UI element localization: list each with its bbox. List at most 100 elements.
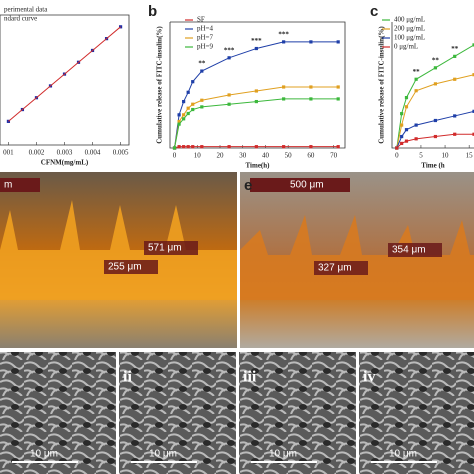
data-point xyxy=(191,107,195,112)
legend-label: 200 μg/mL xyxy=(394,25,425,33)
data-point xyxy=(254,46,258,51)
data-point xyxy=(254,145,258,149)
data-point xyxy=(414,123,418,127)
data-point xyxy=(182,113,186,117)
data-point xyxy=(227,93,231,97)
x-tick-label: 30 xyxy=(239,152,247,160)
x-tick-label: 40 xyxy=(262,152,270,160)
data-point xyxy=(404,96,409,100)
data-point xyxy=(309,145,313,149)
x-tick-label: 70 xyxy=(330,152,338,160)
measurement: 327 μm xyxy=(318,263,352,274)
data-point xyxy=(472,109,474,113)
y-axis-label: Cumulative release of FITC-insulin(%) xyxy=(156,26,164,144)
measurement-box xyxy=(388,243,442,257)
data-point xyxy=(336,97,340,101)
measurement: 255 μm xyxy=(108,262,142,273)
data-point xyxy=(433,134,438,139)
series-line xyxy=(396,110,474,149)
legend-label: pH=9 xyxy=(197,43,214,51)
data-point xyxy=(395,146,399,150)
data-point xyxy=(191,80,195,84)
scale-bar: 10 μm xyxy=(269,449,297,460)
data-point xyxy=(191,102,195,106)
x-tick-label: 0.003 xyxy=(57,149,73,157)
data-point xyxy=(200,98,204,102)
data-point xyxy=(186,111,190,116)
data-point xyxy=(200,105,204,109)
data-point xyxy=(177,145,181,149)
data-point xyxy=(309,97,313,101)
data-point xyxy=(400,141,404,146)
x-tick-label: 50 xyxy=(285,152,293,160)
legend-label: pH=4 xyxy=(197,25,214,33)
legend-label: pH=7 xyxy=(197,34,214,42)
data-point xyxy=(433,82,438,86)
data-point xyxy=(227,56,231,60)
significance: *** xyxy=(278,31,289,39)
legend-label: 100 μg/mL xyxy=(394,34,425,42)
data-point xyxy=(472,43,474,47)
measurement: 571 μm xyxy=(148,243,182,254)
panel-label: c xyxy=(370,3,378,20)
x-tick-label: 0.002 xyxy=(29,149,45,157)
sem-image xyxy=(239,352,356,474)
legend-label: perimental data xyxy=(4,6,48,14)
scale-bar: 10 μm xyxy=(149,449,177,460)
sem-label: ii xyxy=(123,369,132,386)
data-point xyxy=(282,40,286,44)
data-point xyxy=(191,145,195,149)
scale-bar: 500 μm xyxy=(290,180,324,191)
sem-image xyxy=(359,352,474,474)
data-point xyxy=(453,54,457,58)
x-tick-label: 15 xyxy=(466,152,474,160)
data-point xyxy=(400,112,404,116)
data-point xyxy=(453,77,457,81)
data-point xyxy=(177,119,181,124)
scale-bar-box xyxy=(250,178,350,192)
y-axis-label: Cumulative release of FITC-insulin(%) xyxy=(378,26,386,144)
data-point xyxy=(400,134,404,139)
data-point xyxy=(453,114,457,118)
data-point xyxy=(227,145,231,149)
significance: ** xyxy=(451,45,459,53)
x-axis-label: CFNM(mg/mL) xyxy=(41,159,89,167)
legend-label: SF xyxy=(197,16,205,24)
data-point xyxy=(186,145,190,149)
panel-label: b xyxy=(148,3,157,20)
measurement-box xyxy=(104,260,158,274)
data-point xyxy=(414,89,418,93)
data-point xyxy=(186,90,190,94)
x-tick-label: 20 xyxy=(217,152,225,160)
significance: ** xyxy=(413,68,421,76)
series-line xyxy=(8,26,121,122)
significance: ** xyxy=(432,56,440,64)
data-point xyxy=(433,66,438,70)
x-tick-label: 0 xyxy=(173,152,177,160)
data-point xyxy=(177,113,181,117)
scale-bar-box xyxy=(0,178,40,192)
data-point xyxy=(414,137,418,141)
significance: *** xyxy=(251,37,262,45)
microneedles xyxy=(0,200,237,300)
sem-image xyxy=(0,352,116,474)
series-line xyxy=(174,98,339,149)
sem-label: iv xyxy=(363,369,375,386)
data-point xyxy=(400,123,404,127)
data-point xyxy=(336,145,340,149)
data-point xyxy=(227,102,231,106)
x-tick-label: 10 xyxy=(442,152,450,160)
legend-label: 400 μg/mL xyxy=(394,16,425,24)
data-point xyxy=(309,85,313,89)
data-point xyxy=(404,105,409,109)
x-tick-label: 5 xyxy=(419,152,423,160)
data-point xyxy=(254,99,258,104)
significance: *** xyxy=(224,46,235,54)
x-tick-label: 60 xyxy=(307,152,315,160)
measurement-box xyxy=(314,261,368,275)
data-point xyxy=(186,106,190,110)
data-point xyxy=(404,139,409,143)
series-line xyxy=(174,41,339,149)
data-point xyxy=(453,132,457,136)
data-point xyxy=(309,40,313,44)
